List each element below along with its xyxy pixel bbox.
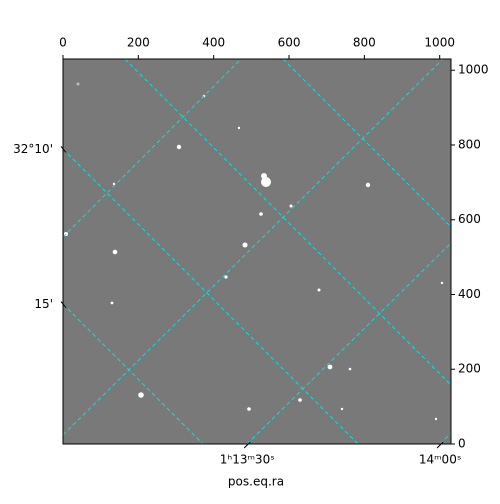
ra-tick	[243, 441, 251, 449]
sky-image	[63, 59, 451, 444]
y-tick-label: 800	[458, 137, 481, 151]
y-tick-label: 400	[458, 287, 481, 301]
x-tick-label: 200	[127, 36, 150, 50]
y-tick-label: 600	[458, 212, 481, 226]
dec-tick	[60, 301, 67, 308]
x-tick-label: 400	[202, 36, 225, 50]
x-axis-label: pos.eq.ra	[228, 475, 284, 489]
dec-tick-label: 15'	[34, 297, 53, 311]
x-tick-label: 0	[59, 36, 67, 50]
ra-tick-label: 1ʰ13ᵐ30ˢ	[220, 453, 275, 467]
x-tick-label: 800	[353, 36, 376, 50]
x-tick-label: 1000	[424, 36, 455, 50]
y-tick-label: 0	[458, 437, 466, 451]
ra-tick	[436, 441, 444, 449]
x-tick-label: 600	[278, 36, 301, 50]
ra-tick-label: 14ᵐ00ˢ	[419, 453, 462, 467]
dec-tick	[60, 146, 67, 153]
y-tick-label: 1000	[458, 63, 489, 77]
frame	[62, 58, 452, 445]
coordinate-grid	[63, 59, 451, 444]
dec-tick-label: 32°10'	[13, 142, 53, 156]
y-tick-label: 200	[458, 362, 481, 376]
